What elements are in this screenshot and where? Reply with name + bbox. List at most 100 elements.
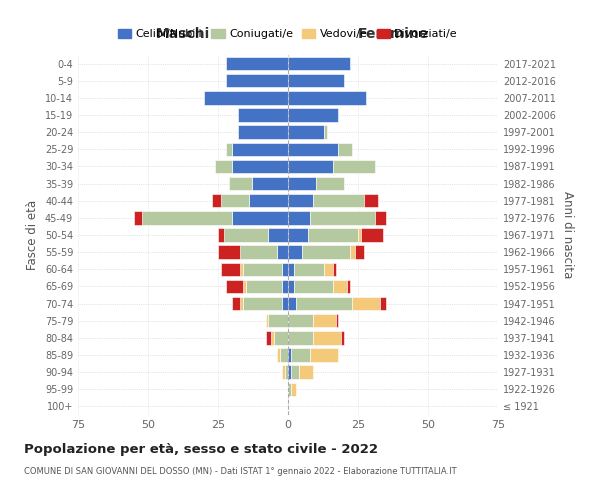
Bar [226, 280, 243, 293]
Bar [277, 348, 280, 362]
Bar [358, 228, 361, 241]
Bar [288, 57, 350, 70]
Bar [338, 142, 352, 156]
Bar [288, 126, 325, 139]
Bar [325, 126, 327, 139]
Bar [229, 177, 251, 190]
Bar [350, 246, 355, 259]
Bar [277, 246, 288, 259]
Bar [266, 314, 268, 328]
Bar [249, 194, 288, 207]
Bar [288, 382, 291, 396]
Bar [243, 280, 246, 293]
Bar [241, 262, 243, 276]
Bar [232, 142, 288, 156]
Bar [226, 57, 288, 70]
Bar [333, 160, 375, 173]
Bar [212, 194, 221, 207]
Bar [238, 126, 288, 139]
Bar [283, 262, 288, 276]
Bar [291, 382, 296, 396]
Bar [232, 211, 288, 224]
Bar [333, 280, 347, 293]
Bar [280, 348, 288, 362]
Bar [288, 314, 313, 328]
Bar [288, 280, 293, 293]
Bar [291, 366, 299, 379]
Bar [291, 348, 310, 362]
Bar [288, 160, 333, 173]
Bar [364, 194, 377, 207]
Bar [268, 314, 288, 328]
Bar [204, 91, 288, 104]
Bar [243, 297, 283, 310]
Bar [283, 297, 288, 310]
Bar [288, 297, 296, 310]
Bar [232, 160, 288, 173]
Text: COMUNE DI SAN GIOVANNI DEL DOSSO (MN) - Dati ISTAT 1° gennaio 2022 - Elaborazion: COMUNE DI SAN GIOVANNI DEL DOSSO (MN) - … [24, 468, 457, 476]
Bar [288, 74, 344, 88]
Bar [243, 262, 283, 276]
Bar [241, 297, 243, 310]
Bar [288, 142, 338, 156]
Bar [215, 160, 232, 173]
Legend: Celibi/Nubili, Coniugati/e, Vedovi/e, Divorziati/e: Celibi/Nubili, Coniugati/e, Vedovi/e, Di… [113, 24, 463, 44]
Bar [310, 348, 338, 362]
Bar [218, 246, 241, 259]
Bar [224, 228, 268, 241]
Bar [226, 74, 288, 88]
Bar [288, 228, 308, 241]
Bar [288, 348, 291, 362]
Bar [285, 366, 288, 379]
Bar [288, 108, 338, 122]
Text: Femmine: Femmine [358, 28, 428, 42]
Text: Maschi: Maschi [156, 28, 210, 42]
Bar [283, 280, 288, 293]
Bar [274, 331, 288, 344]
Bar [380, 297, 386, 310]
Bar [310, 211, 375, 224]
Bar [251, 177, 288, 190]
Bar [313, 314, 335, 328]
Bar [293, 280, 333, 293]
Bar [288, 194, 313, 207]
Bar [288, 91, 367, 104]
Bar [316, 177, 344, 190]
Bar [361, 228, 383, 241]
Y-axis label: Anni di nascita: Anni di nascita [562, 192, 574, 278]
Bar [288, 211, 310, 224]
Bar [288, 246, 302, 259]
Bar [313, 194, 364, 207]
Bar [218, 228, 224, 241]
Y-axis label: Fasce di età: Fasce di età [26, 200, 39, 270]
Bar [299, 366, 313, 379]
Bar [226, 142, 232, 156]
Text: Popolazione per età, sesso e stato civile - 2022: Popolazione per età, sesso e stato civil… [24, 442, 378, 456]
Bar [238, 108, 288, 122]
Bar [232, 297, 241, 310]
Bar [335, 314, 338, 328]
Bar [221, 194, 249, 207]
Bar [271, 331, 274, 344]
Bar [134, 211, 142, 224]
Bar [266, 331, 271, 344]
Bar [142, 211, 232, 224]
Bar [268, 228, 288, 241]
Bar [375, 211, 386, 224]
Bar [246, 280, 283, 293]
Bar [288, 331, 313, 344]
Bar [288, 366, 291, 379]
Bar [302, 246, 350, 259]
Bar [333, 262, 335, 276]
Bar [288, 177, 316, 190]
Bar [352, 297, 380, 310]
Bar [341, 331, 344, 344]
Bar [241, 246, 277, 259]
Bar [283, 366, 285, 379]
Bar [296, 297, 352, 310]
Bar [347, 280, 350, 293]
Bar [355, 246, 364, 259]
Bar [325, 262, 333, 276]
Bar [308, 228, 358, 241]
Bar [293, 262, 325, 276]
